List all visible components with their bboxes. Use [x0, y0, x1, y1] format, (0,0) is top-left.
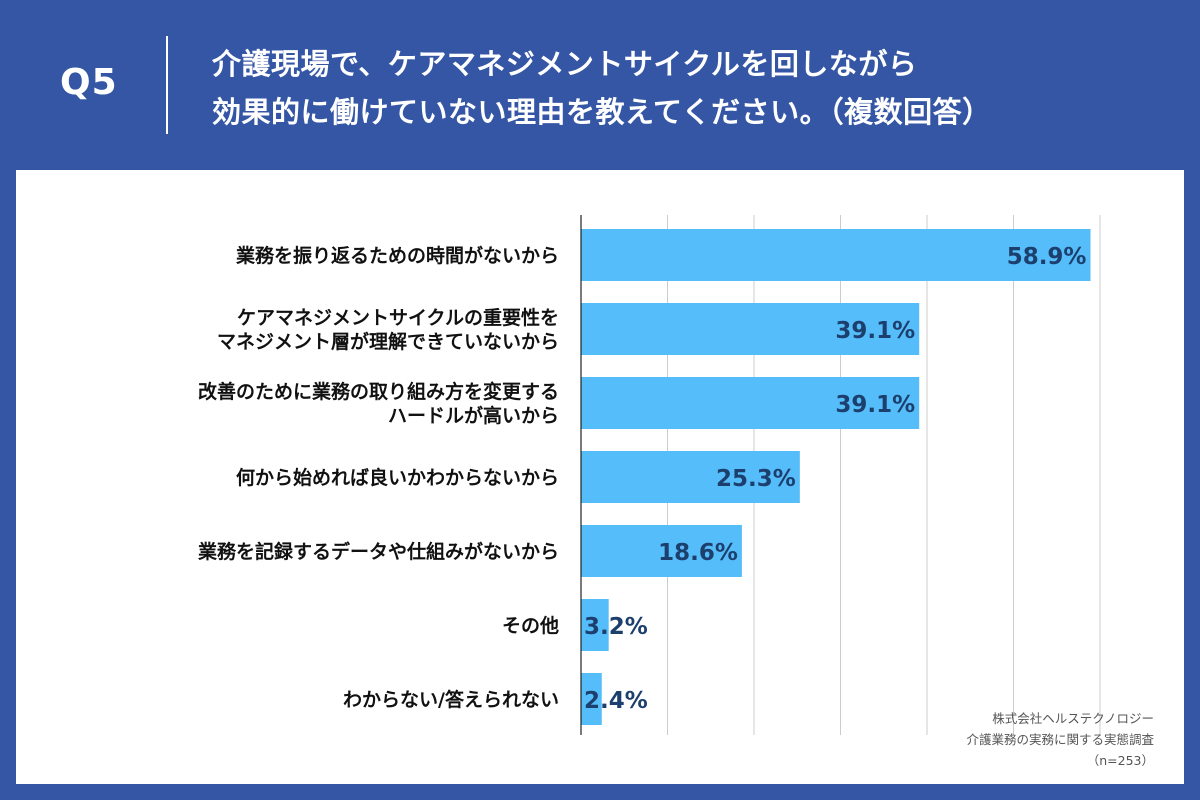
value-label: 25.3% [716, 466, 796, 492]
category-label: 何から始めれば良いかわからないから [236, 466, 559, 489]
bar [581, 303, 920, 355]
chart-panel: 58.9% 業務を振り返るための時間がないから 39.1% ケアマネジメントサイクルの… [16, 170, 1184, 784]
question-title-line-2: 効果的に働けていない理由を教えてください。（複数回答） [212, 95, 992, 129]
category-label: わからない/答えられない [343, 688, 559, 711]
credit-sample: （n=253） [1086, 753, 1154, 768]
bar-chart: 58.9% 業務を振り返るための時間がないから 39.1% ケアマネジメントサイクルの… [197, 215, 1101, 735]
question-title: 介護現場で、ケアマネジメントサイクルを回しながら 効果的に働けていない理由を教え… [212, 40, 1172, 136]
question-title-line-1: 介護現場で、ケアマネジメントサイクルを回しながら [212, 47, 918, 81]
category-label: その他 [502, 614, 559, 637]
bar [581, 451, 800, 503]
value-label: 3.2% [584, 614, 648, 640]
value-label: 58.9% [1007, 244, 1087, 270]
bar [581, 377, 920, 429]
bar [581, 673, 602, 725]
value-label: 39.1% [835, 318, 915, 344]
header: Q5 介護現場で、ケアマネジメントサイクルを回しながら 効果的に働けていない理由… [0, 0, 1200, 170]
category-label: 業務を記録するデータや仕組みがないから [197, 540, 559, 563]
category-label: ケアマネジメントサイクルの重要性を [237, 306, 559, 329]
value-label: 18.6% [658, 540, 738, 566]
source-credit: 株式会社ヘルステクノロジー 介護業務の実務に関する実態調査 （n=253） [966, 708, 1154, 771]
bar [581, 525, 742, 577]
header-divider [166, 36, 168, 134]
category-label: 業務を振り返るための時間がないから [235, 244, 559, 267]
category-label: マネジメント層が理解できていないから [217, 330, 559, 353]
credit-survey: 介護業務の実務に関する実態調査 [966, 732, 1154, 747]
value-label: 39.1% [835, 392, 915, 418]
category-label: 改善のために業務の取り組み方を変更する [198, 380, 559, 403]
bar [581, 229, 1091, 281]
bar [581, 599, 609, 651]
credit-company: 株式会社ヘルステクノロジー [992, 711, 1154, 726]
category-label: ハードルが高いから [388, 404, 559, 427]
question-number: Q5 [60, 62, 118, 103]
value-label: 2.4% [584, 688, 648, 714]
